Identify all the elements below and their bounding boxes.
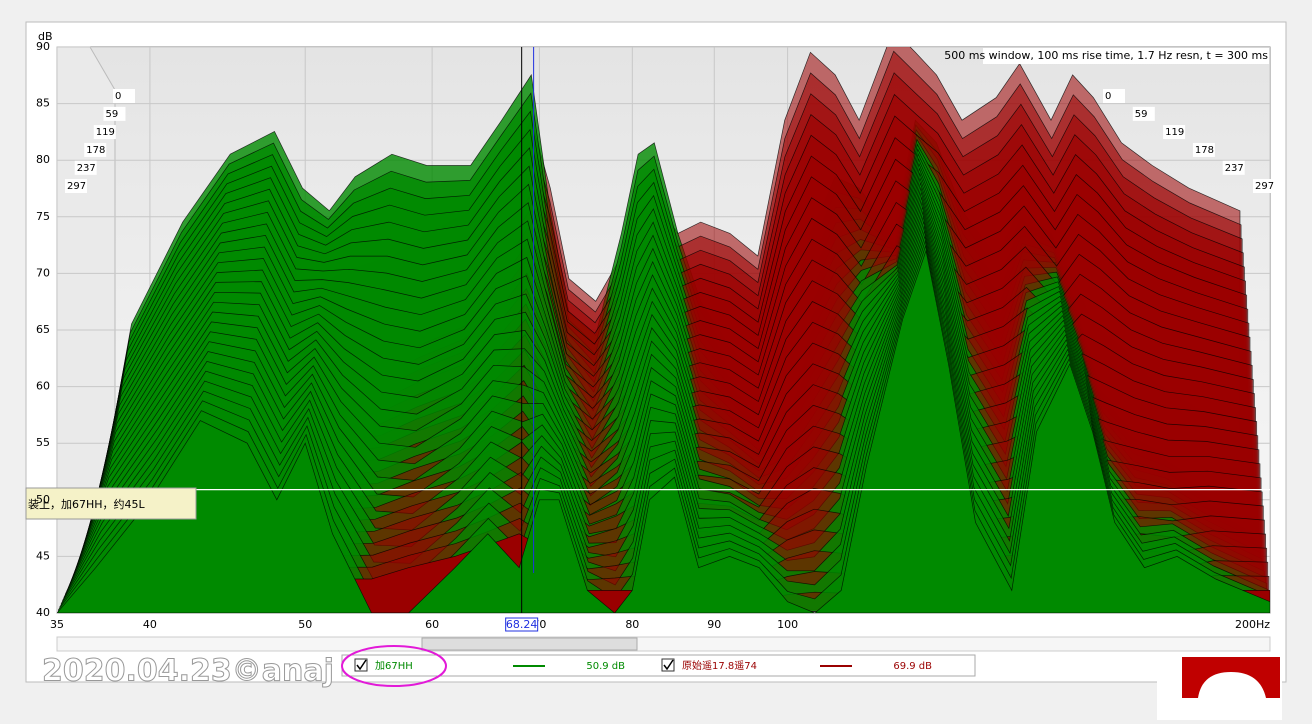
x-tick-label: 60 [425, 618, 439, 631]
tooltip-box [25, 487, 197, 520]
z-tick-box [1103, 89, 1125, 103]
y-tick-label: 65 [36, 323, 50, 336]
z-tick-label: 237 [1225, 163, 1244, 174]
x-tick-label: 200Hz [1235, 618, 1270, 631]
z-tick-label: 119 [1165, 127, 1184, 138]
legend-label: 加67HH [375, 660, 413, 672]
z-tick-label: 0 [1105, 91, 1111, 102]
z-tick-box [1163, 125, 1186, 140]
y-tick-label: 75 [36, 210, 50, 223]
check [356, 659, 367, 671]
logo [1182, 657, 1280, 698]
z-tick-box [1132, 106, 1155, 121]
z-tick-box [74, 160, 97, 175]
z-tick-box [84, 142, 107, 157]
legend-reading: 69.9 dB [893, 661, 932, 672]
tooltip: 装上，加67HH，约45L [28, 498, 146, 511]
z-tick-box [1192, 142, 1215, 157]
z-tick-label: 178 [1195, 145, 1214, 156]
z-tick-label: 237 [77, 163, 96, 174]
z-tick-label: 297 [1255, 181, 1274, 192]
z-tick-label: 297 [67, 181, 86, 192]
scrollbar[interactable] [56, 636, 1271, 652]
check [663, 659, 674, 671]
plot [57, 47, 1270, 613]
z-tick-box [113, 89, 135, 103]
y-tick-label: 60 [36, 380, 50, 393]
z-tick-box [1222, 160, 1245, 175]
x-tick-label: 35 [50, 618, 64, 631]
y-tick-label: 50 [36, 493, 50, 506]
cursor-box [505, 617, 539, 632]
y-tick-label: 70 [36, 266, 50, 279]
z-tick-box [65, 179, 87, 193]
y-axis-label: dB [38, 30, 53, 43]
z-tick-label: 59 [105, 109, 118, 120]
x-tick-label: 50 [298, 618, 312, 631]
z-tick-label: 59 [1135, 109, 1148, 120]
scroll-thumb[interactable] [421, 637, 638, 651]
y-tick-label: 55 [36, 436, 50, 449]
y-tick-label: 85 [36, 97, 50, 110]
cursor-label: 68.24 [506, 618, 538, 631]
x-tick-label: 40 [143, 618, 157, 631]
annotation-box [983, 48, 1269, 64]
z-tick-label: 119 [96, 127, 115, 138]
annotation: 500 ms window, 100 ms rise time, 1.7 Hz … [944, 49, 1268, 62]
slice [57, 249, 1270, 613]
x-tick-label: 100 [777, 618, 798, 631]
y-tick-label: 80 [36, 153, 50, 166]
y-tick-label: 40 [36, 606, 50, 619]
z-tick-box [93, 125, 116, 140]
legend-reading: 50.9 dB [586, 661, 625, 672]
highlight [341, 645, 447, 687]
legend-label: 原始遥17.8遥74 [682, 659, 757, 672]
legend [341, 654, 976, 677]
x-tick-label: 90 [707, 618, 721, 631]
watermark: 2020.04.23©anaj [42, 654, 334, 689]
y-tick-label: 45 [36, 549, 50, 562]
x-tick-label: 80 [625, 618, 639, 631]
y-tick-label: 90 [36, 40, 50, 53]
z-tick-label: 178 [86, 145, 105, 156]
z-tick-box [1253, 179, 1275, 193]
z-tick-label: 0 [115, 91, 121, 102]
z-tick-box [103, 106, 126, 121]
